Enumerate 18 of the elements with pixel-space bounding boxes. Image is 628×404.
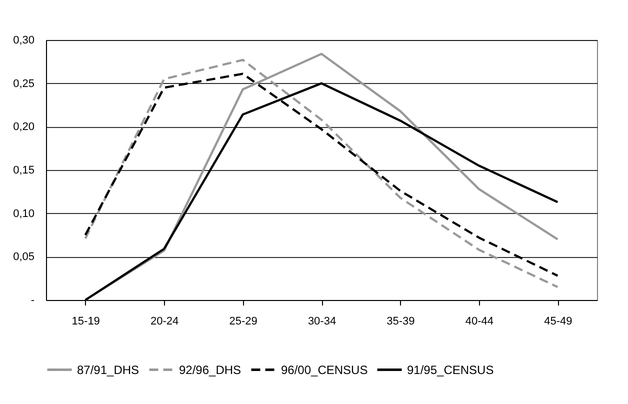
x-tick-label: 25-29 <box>229 316 258 328</box>
legend-label: 96/00_CENSUS <box>281 362 368 377</box>
x-tick-label: 15-19 <box>72 316 100 328</box>
y-tick-label: 0,20 <box>13 121 34 134</box>
y-tick-label: 0,15 <box>13 164 34 176</box>
x-tick-label: 30-34 <box>308 316 336 328</box>
x-tick-label: 20-24 <box>150 316 179 328</box>
x-tick-label: 35-39 <box>386 316 415 328</box>
legend-label: 87/91_DHS <box>77 362 140 377</box>
x-tick-label: 40-44 <box>465 316 494 328</box>
y-tick-label: 0,25 <box>13 78 34 90</box>
y-tick-label: 0,10 <box>13 208 34 220</box>
y-tick-label: - <box>30 294 35 306</box>
y-tick-label: 0,30 <box>13 34 34 46</box>
y-tick-label: 0,05 <box>13 251 34 264</box>
legend-label: 91/95_CENSUS <box>407 362 494 377</box>
legend-label: 92/96_DHS <box>179 362 242 377</box>
x-tick-label: 45-49 <box>544 316 572 328</box>
